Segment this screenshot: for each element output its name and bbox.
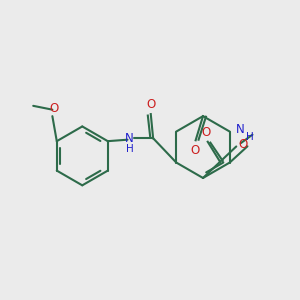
Text: N: N — [124, 132, 134, 145]
Text: O: O — [238, 138, 247, 151]
Text: O: O — [190, 144, 200, 157]
Text: O: O — [49, 102, 58, 115]
Text: H: H — [126, 144, 134, 154]
Text: N: N — [236, 123, 244, 136]
Text: O: O — [202, 126, 211, 140]
Text: O: O — [146, 98, 155, 111]
Text: H: H — [246, 133, 254, 142]
